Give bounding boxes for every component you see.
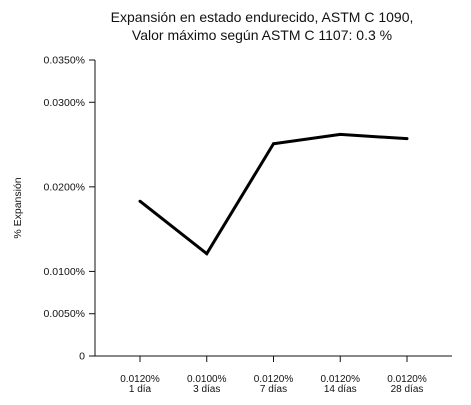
data-point (138, 199, 142, 203)
y-tick-label: 0.0100% (44, 266, 85, 278)
y-tick-label: 0.0200% (44, 181, 85, 193)
x-axis: 0.0120% 1 día 0.0100% 3 días 0.0120% 7 días 0.… (95, 355, 452, 395)
y-tick-label: 0.0350% (44, 55, 85, 67)
y-axis: 0 0.0050% 0.0100% 0.0200% 0.0300% 0.0350% % Ex… (12, 55, 96, 363)
chart-title: Expansión en estado endurecido, ASTM C 1… (111, 9, 414, 43)
chart-title-line-2: Valor máximo según ASTM C 1107: 0.3 % (132, 27, 392, 43)
y-tick-label: 0 (79, 351, 85, 363)
y-tick-label: 0.0300% (44, 97, 85, 109)
y-axis-title: % Expansión (12, 177, 24, 238)
x-tick-label: 0.0120% 1 día (120, 374, 160, 395)
x-tick-label: 0.0120% 28 días (387, 374, 427, 395)
data-point (272, 142, 275, 146)
x-tick-label: 0.0120% 7 días (254, 374, 294, 395)
series-line-1 (139, 132, 408, 256)
data-point (338, 132, 342, 136)
series-group (138, 132, 409, 256)
x-tick-label: 0.0100% 3 días (187, 374, 227, 395)
chart-title-line-1: Expansión en estado endurecido, ASTM C 1… (111, 9, 414, 25)
data-point (405, 137, 409, 141)
data-point (205, 252, 209, 256)
y-tick-label: 0.0050% (44, 308, 85, 320)
x-tick-label: 0.0120% 14 días (321, 374, 361, 395)
